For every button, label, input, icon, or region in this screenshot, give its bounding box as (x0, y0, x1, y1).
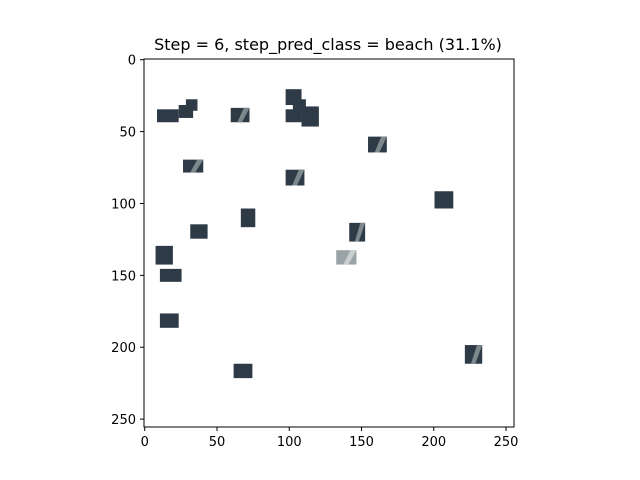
y-tick-label: 150 (111, 269, 136, 284)
x-axis: 0 50 100 150 200 250 (141, 427, 519, 450)
image-patch (301, 106, 319, 127)
y-axis: 0 50 100 150 200 250 (111, 54, 144, 428)
y-tick-label: 0 (128, 54, 136, 69)
image-patch (285, 169, 305, 186)
image-patch (349, 222, 366, 242)
x-tick-label: 250 (494, 435, 519, 450)
x-tick-label: 150 (349, 435, 374, 450)
image-patch (159, 268, 182, 282)
image-patch (230, 107, 250, 123)
image-patch (159, 313, 179, 328)
image-patch (285, 109, 302, 123)
image-patch (240, 208, 256, 228)
image-area (155, 89, 483, 379)
image-patch (336, 250, 357, 265)
image-patch (157, 109, 179, 123)
y-tick-label: 250 (111, 413, 136, 428)
image-patch (183, 159, 204, 173)
plot-title: Step = 6, step_pred_class = beach (31.1%… (154, 35, 502, 55)
image-patch (368, 136, 387, 153)
x-tick-label: 0 (141, 435, 149, 450)
x-tick-label: 50 (209, 435, 226, 450)
image-patch (464, 345, 483, 364)
image-patch (233, 363, 253, 379)
x-tick-label: 100 (277, 435, 302, 450)
axes-frame (143, 58, 515, 428)
y-tick-label: 200 (111, 341, 136, 356)
image-patch (155, 245, 173, 265)
image-patch (190, 224, 208, 239)
y-tick-label: 100 (111, 197, 136, 212)
y-tick-label: 50 (119, 126, 136, 141)
x-tick-label: 200 (421, 435, 446, 450)
image-patch (434, 191, 454, 209)
image-patch (185, 99, 198, 111)
image-patch (292, 99, 306, 111)
